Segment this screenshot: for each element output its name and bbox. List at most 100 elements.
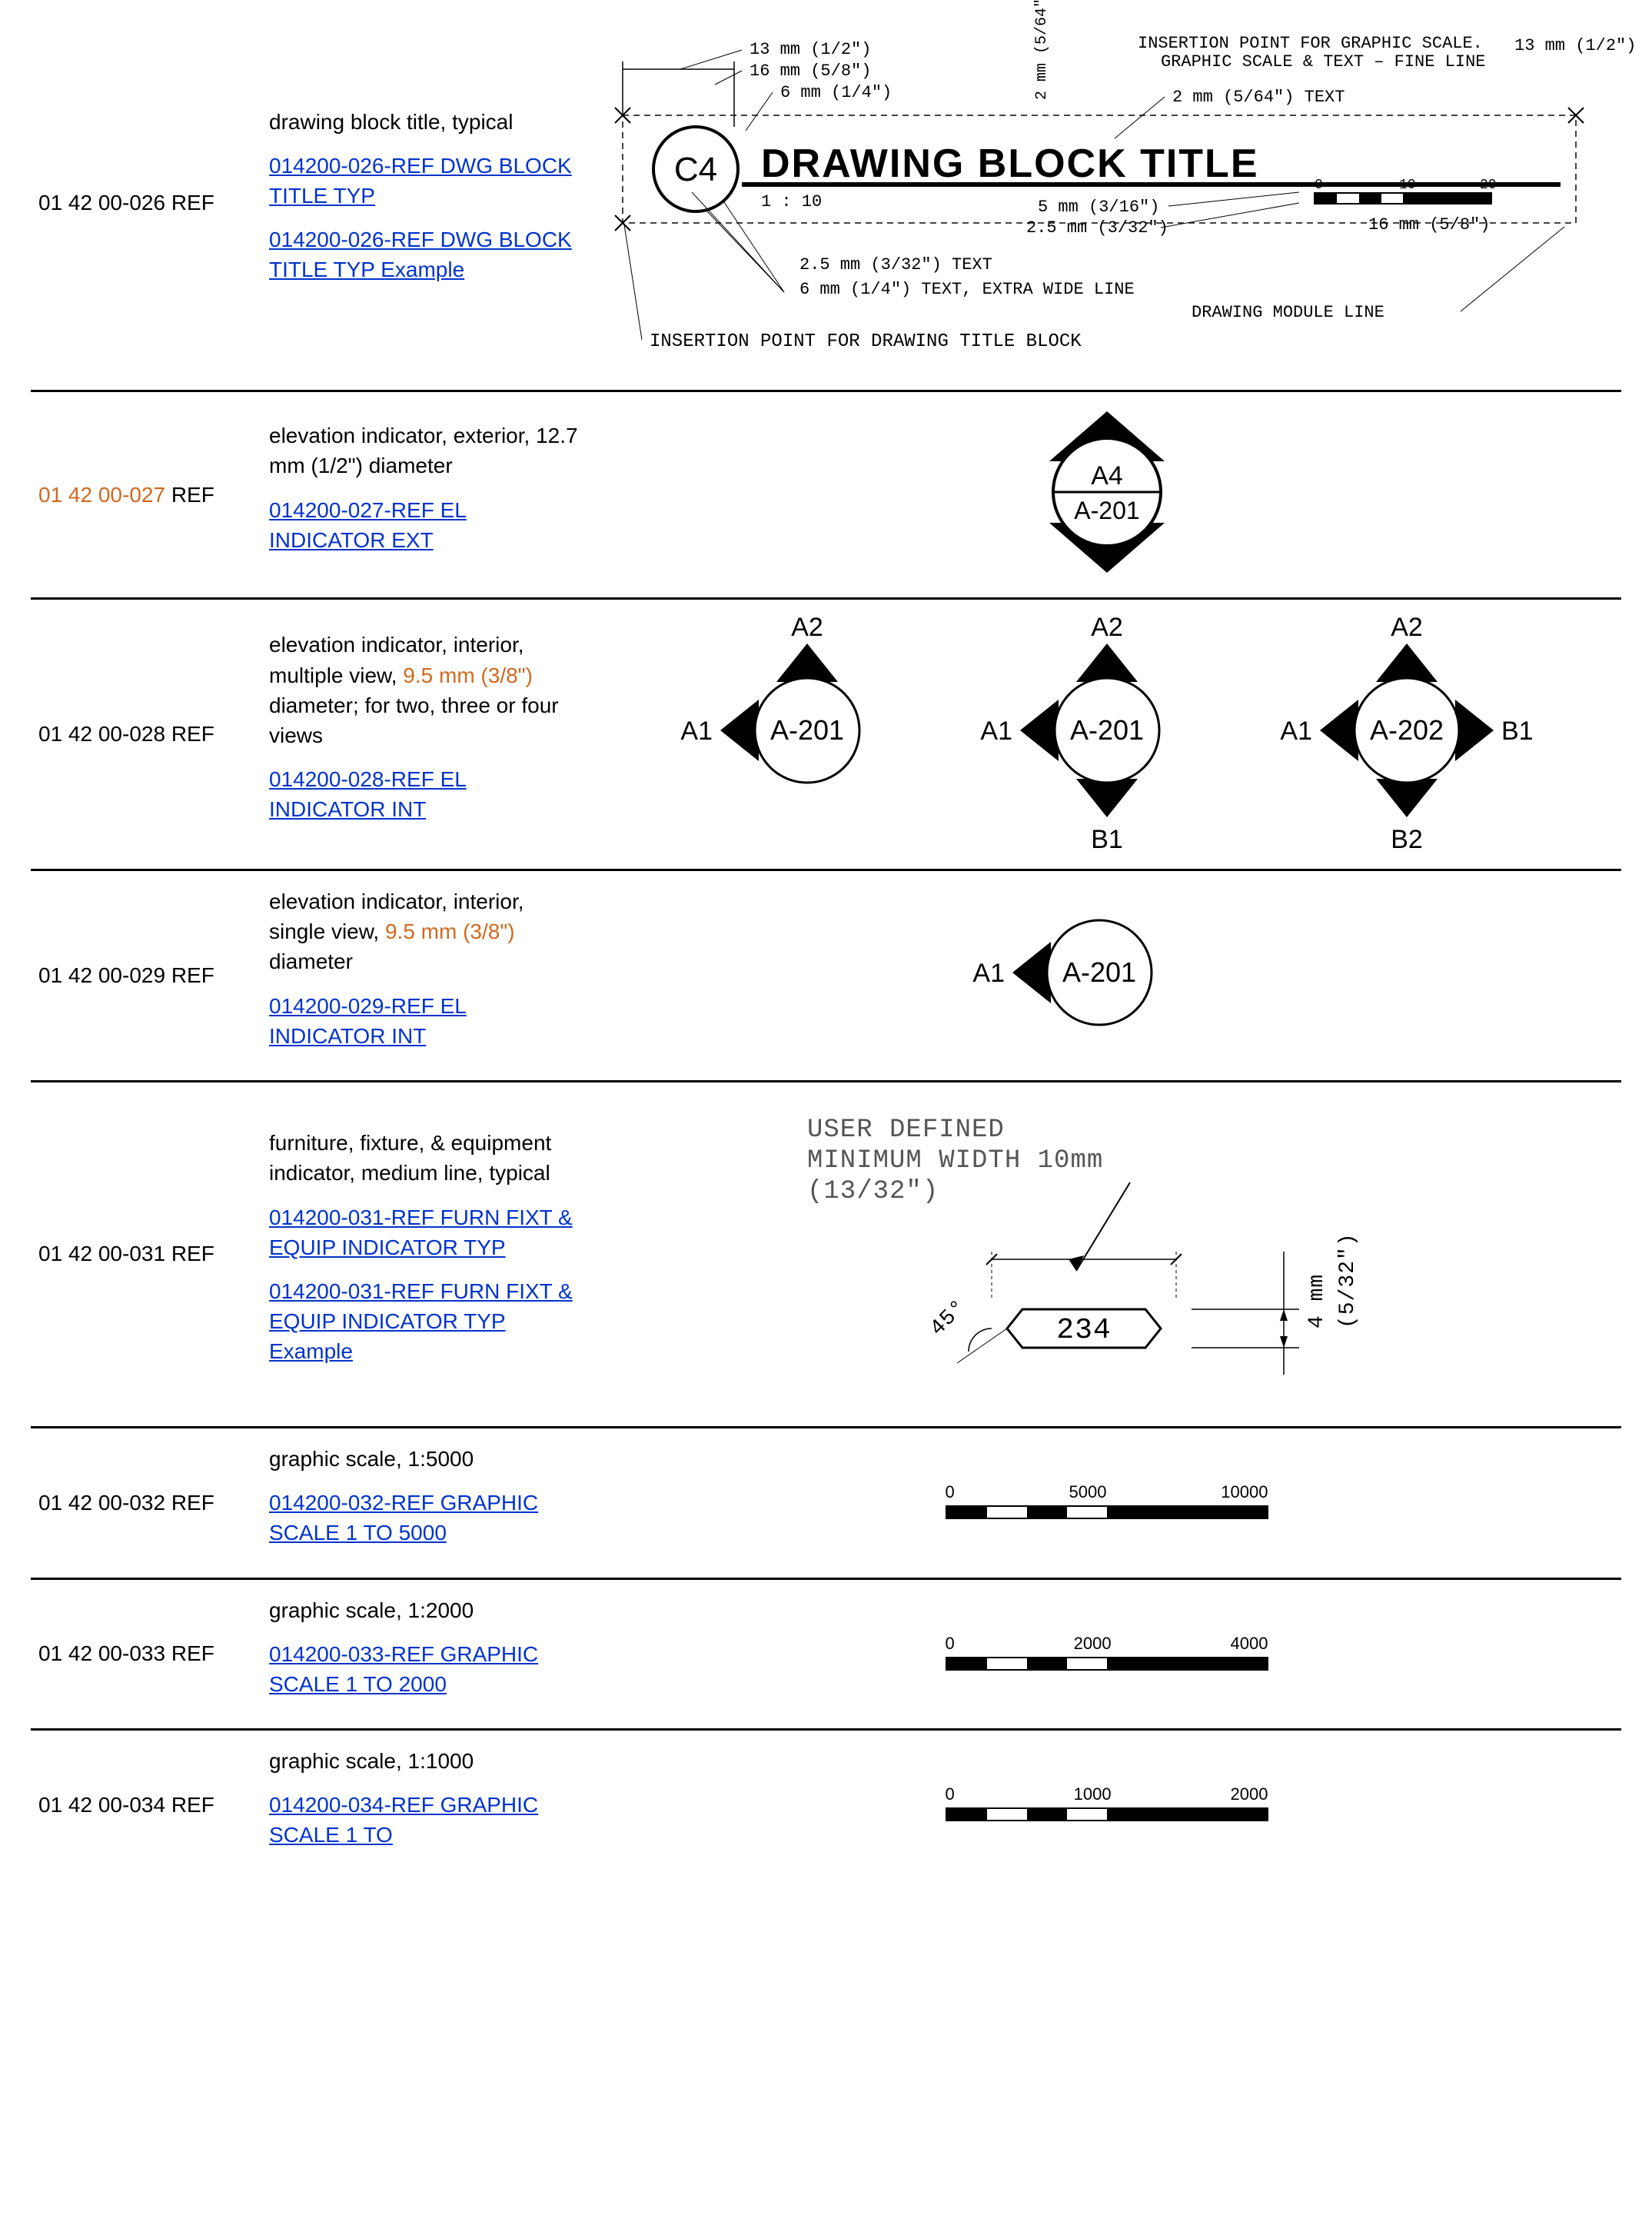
figure-cell: USER DEFINED MINIMUM WIDTH 10mm (13/32")… [592,1081,1621,1427]
description-text: elevation indicator, interior, multiple … [269,630,584,750]
reference-table: 01 42 00-026 REF drawing block title, typ… [31,15,1621,1880]
reference-link[interactable]: 014200-026-REF DWG BLOCK TITLE TYP [269,151,584,211]
code-text: 01 42 00-032 REF [38,1491,214,1515]
desc-cell: elevation indicator, interior, multiple … [261,599,592,870]
svg-text:A4: A4 [1091,461,1123,490]
graphic-scale: 020004000 [946,1634,1268,1671]
ffe-figure: USER DEFINED MINIMUM WIDTH 10mm (13/32")… [761,1098,1453,1405]
svg-text:6 mm (1/4") TEXT, EXTRA WIDE L: 6 mm (1/4") TEXT, EXTRA WIDE LINE [799,280,1135,299]
svg-text:A2: A2 [1391,613,1423,642]
svg-text:A1: A1 [972,959,1005,988]
svg-text:GRAPHIC SCALE & TEXT – FINE LI: GRAPHIC SCALE & TEXT – FINE LINE [1161,52,1485,71]
elev-int-icon: A-202 A2B2A1B1 [1261,615,1553,853]
elev-int-icon: A-201 A2B1A1 [961,615,1253,853]
svg-text:A-201: A-201 [1069,714,1143,746]
code-cell: 01 42 00-026 REF [31,15,261,391]
svg-text:234: 234 [1056,1314,1111,1347]
figure-cell: C4 DRAWING BLOCK TITLE 1 : 10 0 10 20 13… [592,15,1621,391]
svg-text:1 : 10: 1 : 10 [761,192,822,211]
svg-text:16 mm (5/8"): 16 mm (5/8") [1368,215,1490,234]
description-text: furniture, fixture, & equipment indicato… [269,1128,584,1188]
svg-text:A-201: A-201 [769,714,843,746]
svg-text:45°: 45° [926,1295,972,1342]
description-text: graphic scale, 1:5000 [269,1444,584,1474]
reference-link[interactable]: 014200-033-REF GRAPHIC SCALE 1 TO 2000 [269,1639,584,1699]
svg-text:2 mm (5/64"): 2 mm (5/64") [1033,0,1051,100]
description-text: elevation indicator, interior, single vi… [269,886,584,977]
svg-text:DRAWING BLOCK TITLE: DRAWING BLOCK TITLE [761,141,1259,186]
block-title-figure: C4 DRAWING BLOCK TITLE 1 : 10 0 10 20 13… [607,31,1607,369]
svg-text:A2: A2 [1091,613,1123,642]
table-row: 01 42 00-027 REF elevation indicator, ext… [31,391,1621,599]
code-text: 01 42 00-027 REF [38,483,214,507]
elev-ext-icon: A4 A-201 [1007,407,1207,577]
svg-text:B1: B1 [1501,717,1534,746]
reference-link[interactable]: 014200-029-REF EL INDICATOR INT [269,991,584,1051]
figure-cell: A-201 A2A1 A-201 A2B1A1 A-202 A2B2A1B1 [592,599,1621,870]
reference-link[interactable]: 014200-028-REF EL INDICATOR INT [269,764,584,824]
reference-link[interactable]: 014200-034-REF GRAPHIC SCALE 1 TO [269,1790,584,1850]
code-text: 01 42 00-028 REF [38,722,214,746]
graphic-scale: 0500010000 [946,1482,1268,1519]
code-cell: 01 42 00-031 REF [31,1081,261,1427]
figure-cell: 010002000 [592,1730,1621,1880]
svg-text:B2: B2 [1391,825,1423,854]
code-cell: 01 42 00-034 REF [31,1730,261,1880]
table-row: 01 42 00-034 REF graphic scale, 1:1000 014… [31,1730,1621,1880]
figure-cell: A-201 A1 [592,870,1621,1082]
svg-text:INSERTION POINT FOR GRAPHIC SC: INSERTION POINT FOR GRAPHIC SCALE. [1138,34,1483,53]
desc-cell: graphic scale, 1:5000 014200-032-REF GRAP… [261,1427,592,1578]
elev-int-icon: A-201 A2 A1 [661,615,953,853]
desc-cell: furniture, fixture, & equipment indicato… [261,1081,592,1427]
description-text: graphic scale, 1:1000 [269,1746,584,1776]
figure-cell: 020004000 [592,1578,1621,1730]
svg-text:20: 20 [1480,178,1497,193]
code-text: 01 42 00-034 REF [38,1793,214,1817]
svg-text:(13/32"): (13/32") [807,1177,939,1206]
desc-cell: graphic scale, 1:1000 014200-034-REF GRAP… [261,1730,592,1880]
table-row: 01 42 00-026 REF drawing block title, typ… [31,15,1621,391]
svg-text:0: 0 [1315,178,1323,193]
reference-link[interactable]: 014200-031-REF FURN FIXT & EQUIP INDICAT… [269,1276,584,1367]
reference-link[interactable]: 014200-027-REF EL INDICATOR EXT [269,495,584,555]
svg-text:A1: A1 [680,717,713,746]
reference-link[interactable]: 014200-026-REF DWG BLOCK TITLE TYP Examp… [269,224,584,284]
code-cell: 01 42 00-032 REF [31,1427,261,1578]
svg-text:10: 10 [1399,178,1416,193]
reference-link[interactable]: 014200-032-REF GRAPHIC SCALE 1 TO 5000 [269,1488,584,1548]
description-text: elevation indicator, exterior, 12.7 mm (… [269,421,584,481]
svg-text:(5/32"): (5/32") [1336,1232,1360,1328]
svg-text:C4: C4 [673,151,716,188]
table-row: 01 42 00-032 REF graphic scale, 1:5000 014… [31,1427,1621,1578]
svg-text:4 mm: 4 mm [1305,1274,1329,1328]
code-text: 01 42 00-026 REF [38,191,214,214]
svg-text:A1: A1 [980,717,1012,746]
svg-text:A2: A2 [791,613,823,642]
code-text: 01 42 00-031 REF [38,1242,214,1265]
svg-text:A1: A1 [1280,717,1312,746]
svg-text:2.5 mm (3/32") TEXT: 2.5 mm (3/32") TEXT [799,255,992,274]
svg-text:2.5 mm (3/32"): 2.5 mm (3/32") [1026,218,1168,238]
figure-cell: A4 A-201 [592,391,1621,599]
svg-text:16 mm (5/8"): 16 mm (5/8") [750,62,871,81]
svg-text:MINIMUM WIDTH 10mm: MINIMUM WIDTH 10mm [807,1146,1103,1176]
code-cell: 01 42 00-027 REF [31,391,261,599]
code-cell: 01 42 00-033 REF [31,1578,261,1730]
svg-text:USER DEFINED: USER DEFINED [807,1116,1005,1145]
svg-text:5 mm (3/16"): 5 mm (3/16") [1038,198,1159,217]
description-text: drawing block title, typical [269,107,584,137]
table-row: 01 42 00-028 REF elevation indicator, int… [31,599,1621,870]
table-row: 01 42 00-033 REF graphic scale, 1:2000014… [31,1578,1621,1730]
code-text: 01 42 00-033 REF [38,1641,214,1665]
desc-cell: graphic scale, 1:2000014200-033-REF GRAP… [261,1578,592,1730]
desc-cell: drawing block title, typical 014200-026-R… [261,15,592,391]
desc-cell: elevation indicator, exterior, 12.7 mm (… [261,391,592,599]
svg-text:A-201: A-201 [1074,497,1139,524]
code-text: 01 42 00-029 REF [38,963,214,987]
graphic-scale: 010002000 [946,1784,1268,1821]
desc-cell: elevation indicator, interior, single vi… [261,870,592,1082]
svg-text:DRAWING MODULE LINE: DRAWING MODULE LINE [1192,303,1384,322]
svg-text:13 mm (1/2"): 13 mm (1/2") [750,40,871,59]
svg-text:6 mm (1/4"): 6 mm (1/4") [780,83,892,102]
reference-link[interactable]: 014200-031-REF FURN FIXT & EQUIP INDICAT… [269,1202,584,1262]
